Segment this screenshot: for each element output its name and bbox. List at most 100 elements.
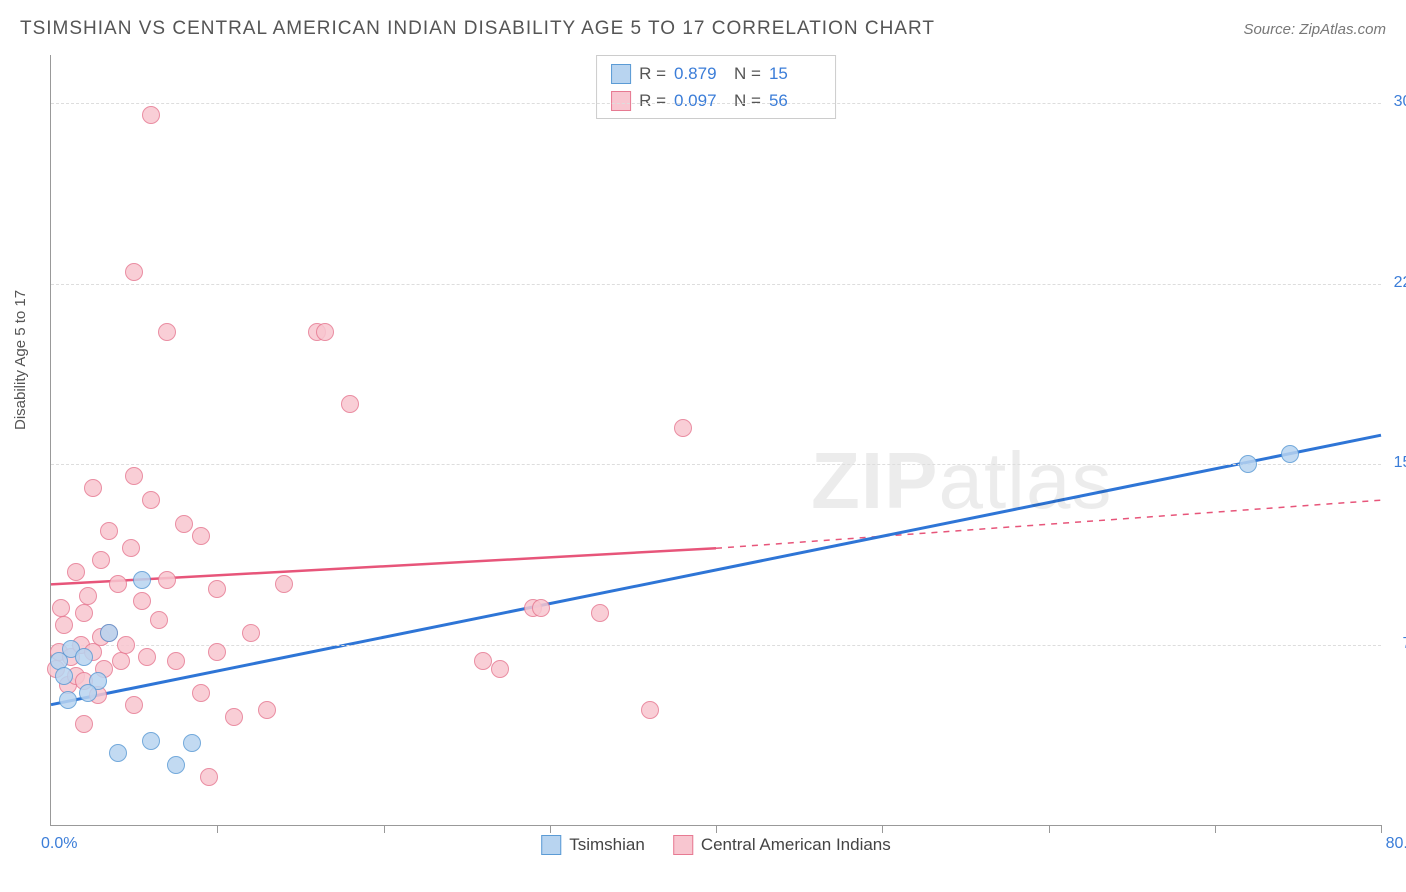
stats-legend: R = 0.879 N = 15 R = 0.097 N = 56 xyxy=(596,55,836,119)
data-point xyxy=(674,419,692,437)
data-point xyxy=(133,571,151,589)
data-point xyxy=(55,616,73,634)
data-point xyxy=(208,580,226,598)
data-point xyxy=(591,604,609,622)
x-tick xyxy=(550,825,551,833)
gridline xyxy=(51,284,1381,285)
data-point xyxy=(142,491,160,509)
watermark: ZIPatlas xyxy=(811,435,1112,527)
x-tick xyxy=(716,825,717,833)
data-point xyxy=(122,539,140,557)
gridline xyxy=(51,645,1381,646)
data-point xyxy=(67,563,85,581)
trend-lines-layer xyxy=(51,55,1381,825)
data-point xyxy=(208,643,226,661)
legend-item-2: Central American Indians xyxy=(673,835,891,855)
trend-line xyxy=(51,435,1381,705)
data-point xyxy=(109,575,127,593)
data-point xyxy=(167,756,185,774)
data-point xyxy=(112,652,130,670)
data-point xyxy=(133,592,151,610)
data-point xyxy=(84,479,102,497)
data-point xyxy=(491,660,509,678)
data-point xyxy=(183,734,201,752)
stats-row-series-2: R = 0.097 N = 56 xyxy=(611,87,821,114)
data-point xyxy=(55,667,73,685)
data-point xyxy=(138,648,156,666)
r-label: R = xyxy=(639,60,666,87)
data-point xyxy=(75,604,93,622)
data-point xyxy=(142,732,160,750)
data-point xyxy=(109,744,127,762)
chart-area: R = 0.879 N = 15 R = 0.097 N = 56 0.0% 8… xyxy=(50,55,1381,826)
stats-row-series-1: R = 0.879 N = 15 xyxy=(611,60,821,87)
gridline xyxy=(51,103,1381,104)
data-point xyxy=(242,624,260,642)
chart-title: TSIMSHIAN VS CENTRAL AMERICAN INDIAN DIS… xyxy=(20,18,935,40)
swatch-series-2 xyxy=(611,91,631,111)
swatch-series-1 xyxy=(611,64,631,84)
x-axis-max-label: 80.0% xyxy=(1386,835,1406,853)
series-legend: Tsimshian Central American Indians xyxy=(541,835,891,855)
x-tick xyxy=(882,825,883,833)
data-point xyxy=(100,522,118,540)
data-point xyxy=(75,715,93,733)
data-point xyxy=(192,684,210,702)
n-label: N = xyxy=(734,60,761,87)
data-point xyxy=(117,636,135,654)
data-point xyxy=(1239,455,1257,473)
data-point xyxy=(192,527,210,545)
x-axis-min-label: 0.0% xyxy=(41,835,77,853)
data-point xyxy=(150,611,168,629)
gridline xyxy=(51,464,1381,465)
legend-label-2: Central American Indians xyxy=(701,835,891,855)
data-point xyxy=(125,467,143,485)
data-point xyxy=(92,551,110,569)
y-tick-label: 15.0% xyxy=(1384,454,1406,472)
r-label: R = xyxy=(639,87,666,114)
x-tick xyxy=(1381,825,1382,833)
data-point xyxy=(142,106,160,124)
data-point xyxy=(175,515,193,533)
data-point xyxy=(79,684,97,702)
source-label: Source: ZipAtlas.com xyxy=(1243,21,1386,38)
data-point xyxy=(125,263,143,281)
r-value-2: 0.097 xyxy=(674,87,726,114)
data-point xyxy=(532,599,550,617)
n-value-1: 15 xyxy=(769,60,821,87)
swatch-series-2 xyxy=(673,835,693,855)
data-point xyxy=(75,648,93,666)
data-point xyxy=(167,652,185,670)
data-point xyxy=(79,587,97,605)
x-tick xyxy=(1215,825,1216,833)
data-point xyxy=(158,323,176,341)
title-bar: TSIMSHIAN VS CENTRAL AMERICAN INDIAN DIS… xyxy=(20,18,1386,40)
data-point xyxy=(316,323,334,341)
y-tick-label: 7.5% xyxy=(1384,635,1406,653)
data-point xyxy=(474,652,492,670)
x-tick xyxy=(384,825,385,833)
data-point xyxy=(225,708,243,726)
legend-label-1: Tsimshian xyxy=(569,835,645,855)
data-point xyxy=(275,575,293,593)
x-tick xyxy=(1049,825,1050,833)
swatch-series-1 xyxy=(541,835,561,855)
data-point xyxy=(641,701,659,719)
r-value-1: 0.879 xyxy=(674,60,726,87)
data-point xyxy=(158,571,176,589)
data-point xyxy=(52,599,70,617)
data-point xyxy=(258,701,276,719)
legend-item-1: Tsimshian xyxy=(541,835,645,855)
y-tick-label: 22.5% xyxy=(1384,274,1406,292)
data-point xyxy=(59,691,77,709)
y-tick-label: 30.0% xyxy=(1384,93,1406,111)
n-value-2: 56 xyxy=(769,87,821,114)
data-point xyxy=(100,624,118,642)
y-axis-label: Disability Age 5 to 17 xyxy=(12,290,29,430)
x-tick xyxy=(217,825,218,833)
data-point xyxy=(200,768,218,786)
data-point xyxy=(125,696,143,714)
n-label: N = xyxy=(734,87,761,114)
data-point xyxy=(1281,445,1299,463)
data-point xyxy=(341,395,359,413)
